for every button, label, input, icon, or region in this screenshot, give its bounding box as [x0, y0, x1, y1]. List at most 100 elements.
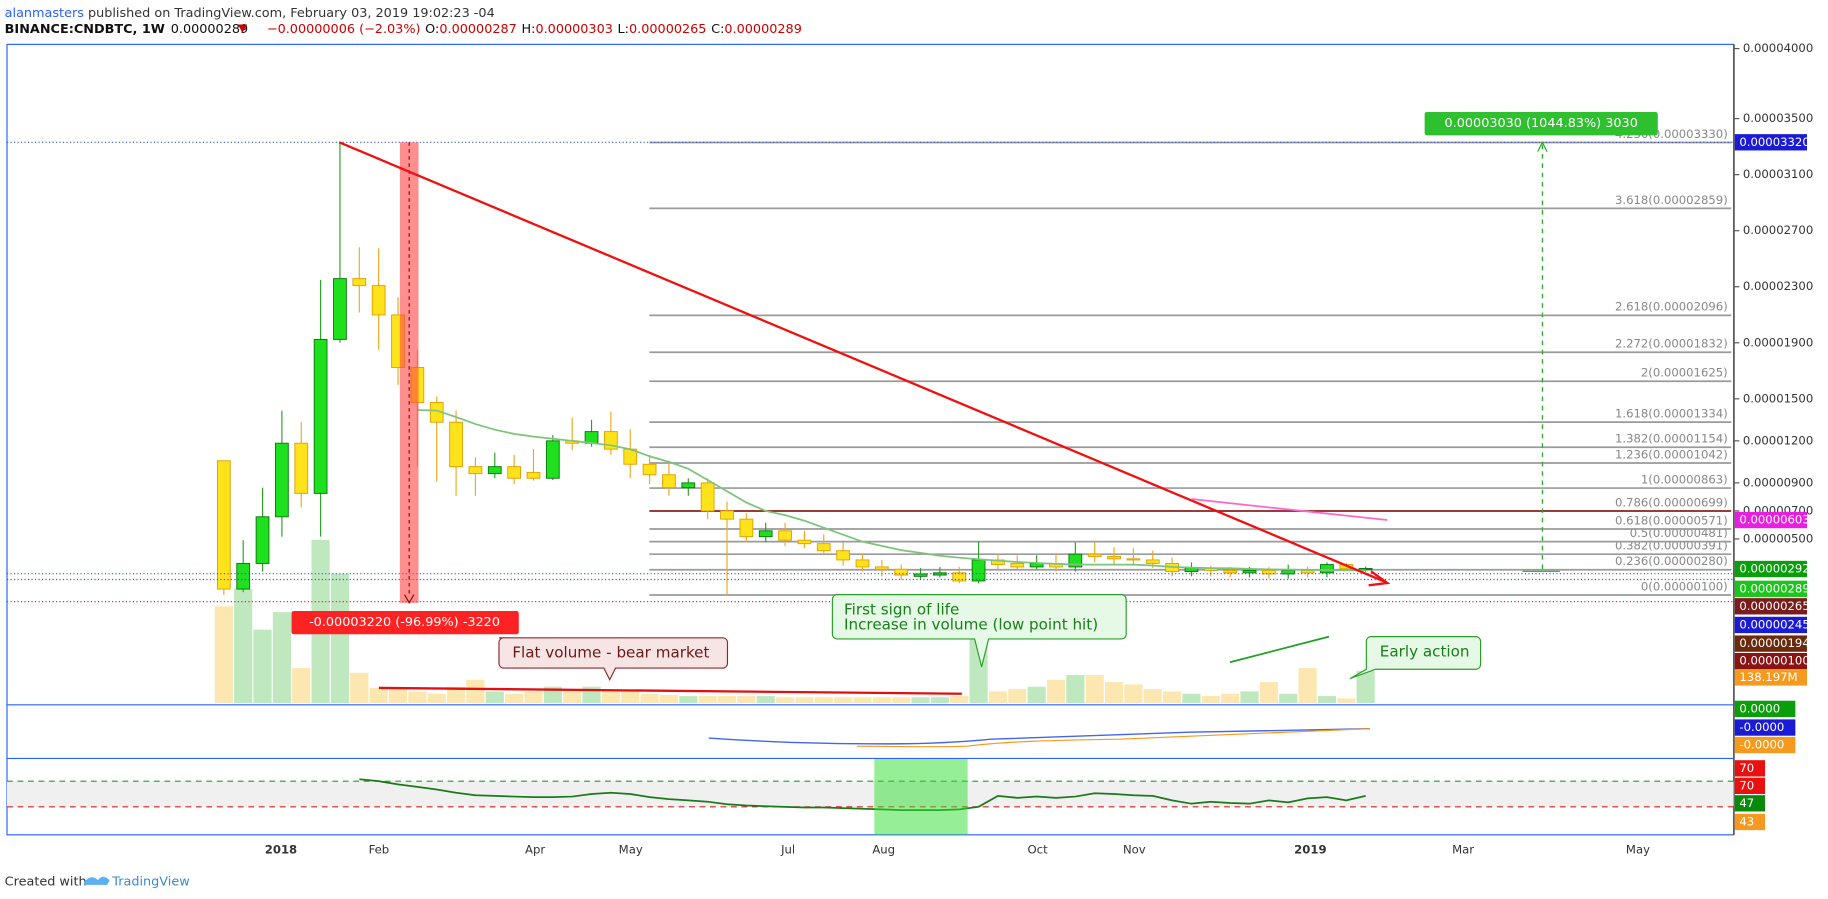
candle-body [816, 543, 831, 552]
volume-bar [834, 697, 853, 704]
volume-bar [1163, 691, 1182, 704]
life-label: First sign of life [844, 600, 959, 618]
volume-bar [775, 697, 795, 704]
gain-arrow-head [1537, 141, 1548, 152]
price-tag-label: 43 [1739, 814, 1754, 828]
y-tick-label: 0.00003100 [1743, 167, 1813, 181]
fib-label: 1.618(0.00001334) [1615, 406, 1728, 420]
candle-body [894, 568, 909, 576]
price-tag-label: 0.00000292 [1739, 561, 1809, 575]
volume-bar [756, 696, 775, 704]
y-tick-label: 0.00000900 [1743, 475, 1813, 489]
flat-label: Flat volume - bear market [512, 643, 709, 661]
price-tag-label: 0.00000194 [1739, 636, 1809, 650]
candle-body [642, 463, 657, 476]
price-tag [1734, 560, 1808, 578]
volume-bar [1182, 693, 1201, 704]
y-tick-label: 0.00002700 [1743, 223, 1813, 237]
candle-body [313, 338, 328, 494]
plot: 0.00004000 0.00003500 0.00003100 0.00002700… [6, 41, 1813, 856]
price-tag-label: 0.00003320 [1739, 135, 1809, 149]
volume-bar [950, 696, 969, 704]
volume-bar [1317, 696, 1337, 704]
x-tick-label: 2018 [265, 842, 297, 856]
volume-bar [1259, 682, 1278, 704]
volume-bar [1356, 670, 1375, 704]
candle-body [507, 466, 522, 479]
volume-bar [388, 689, 408, 704]
x-tick-label: Mar [1452, 842, 1474, 856]
volume-bar [369, 687, 388, 704]
volume-bar [214, 606, 233, 704]
fib-label: 1.382(0.00001154) [1615, 432, 1728, 446]
candle-body [371, 285, 386, 316]
fib-label: 0.786(0.00000699) [1615, 495, 1728, 509]
life-label: Increase in volume (low point hit) [844, 615, 1098, 633]
candle-body [1107, 555, 1121, 560]
change: −0.00000006 (−2.03%) [267, 22, 421, 37]
candle-body [700, 482, 715, 512]
candle-body [1242, 569, 1257, 574]
price-tag [1734, 700, 1796, 718]
volume-bar [892, 697, 911, 704]
fib-label: 0.236(0.00000280) [1615, 554, 1728, 568]
volume-bar [1027, 686, 1046, 704]
volume-bar [621, 691, 640, 704]
y-tick-label: 0.00003500 [1743, 111, 1813, 125]
candle-body [1010, 562, 1025, 568]
loss-label: -0.00003220 (-96.99%) -3220 [309, 615, 500, 630]
candle-body [758, 530, 773, 538]
volume-bar [911, 697, 930, 704]
candle-body [526, 471, 541, 479]
candle-body [836, 550, 850, 561]
candle-body [216, 460, 231, 590]
macd-line [856, 728, 1370, 748]
fib-label: 1.236(0.00001042) [1615, 447, 1728, 461]
price-tag [1734, 652, 1808, 670]
candle-body [352, 278, 367, 287]
volume-bar [427, 693, 446, 704]
header-line: alanmasters published on TradingView.com… [5, 5, 495, 20]
y-tick-label: 0.00002300 [1743, 279, 1813, 293]
candle-body [1184, 567, 1199, 573]
candle-body [487, 466, 502, 475]
fib-label: 0.5(0.00000481) [1630, 526, 1728, 540]
price-tag [1734, 719, 1796, 736]
candle-body [1320, 564, 1334, 574]
macd-signal [708, 728, 1370, 745]
price-tag-label: -0.0000 [1739, 738, 1784, 752]
x-tick-label: Aug [872, 842, 895, 856]
volume-bar [640, 693, 659, 704]
price-tag [1734, 580, 1808, 597]
candle-body [255, 516, 270, 564]
candle-body [797, 539, 812, 545]
volume-bar [272, 612, 291, 704]
volume-bar [795, 697, 814, 704]
volume-bar [872, 697, 891, 704]
early-callout [1349, 636, 1482, 680]
brand: TradingView [111, 874, 189, 889]
candle-body [584, 431, 599, 444]
volume-bar [1279, 693, 1298, 704]
volume-bar [330, 573, 350, 704]
trendline [338, 141, 1386, 583]
candle-body [1145, 559, 1160, 564]
price-tag [1734, 134, 1808, 151]
candle-body [778, 530, 792, 541]
fib-label: 2.272(0.00001832) [1615, 337, 1728, 351]
c-value: 0.00000289 [724, 22, 801, 37]
candle-body [545, 440, 560, 479]
price-tag-label: 0.00000603 [1739, 513, 1809, 527]
candle-body [855, 559, 870, 568]
candle-body [720, 510, 734, 520]
l-label: L: [618, 22, 629, 37]
volume-bar [1143, 689, 1162, 704]
fib-label: 2.618(0.00002096) [1615, 300, 1728, 314]
price-tag [1734, 598, 1808, 615]
price-tag-label: 0.00000289 [1739, 581, 1809, 595]
footer: Created with TradingView [5, 874, 190, 889]
candle-body [1358, 568, 1373, 571]
price-tag-label: 47 [1739, 796, 1754, 810]
volume-bar [234, 588, 253, 704]
